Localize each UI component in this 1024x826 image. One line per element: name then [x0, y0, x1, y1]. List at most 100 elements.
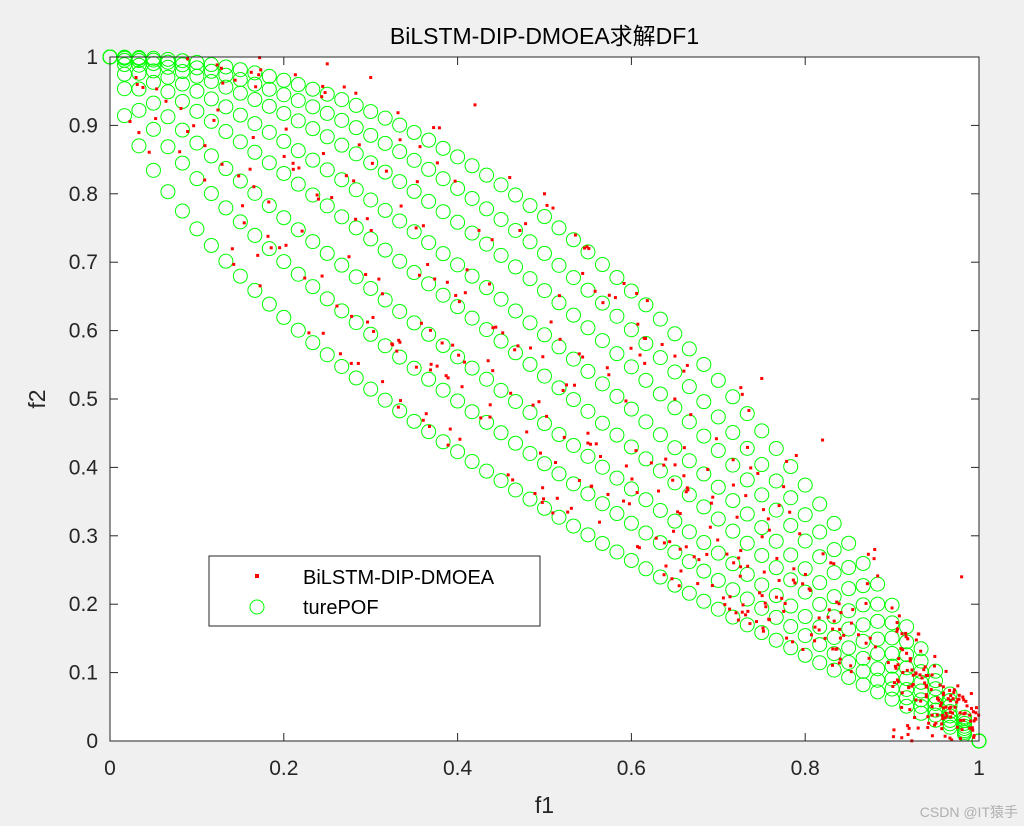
pof-point	[189, 54, 205, 70]
pof-point	[450, 257, 466, 273]
solution-point	[829, 561, 833, 565]
pof-point	[261, 198, 277, 214]
pof-point	[131, 138, 147, 154]
solution-point	[429, 362, 433, 366]
solution-point	[477, 228, 481, 232]
solution-point	[788, 510, 792, 514]
solution-point	[711, 495, 715, 499]
pof-point	[870, 661, 886, 677]
pof-point	[652, 502, 668, 518]
solution-point	[421, 224, 425, 228]
pof-point	[754, 520, 770, 536]
solution-point	[291, 161, 295, 165]
solution-point	[562, 435, 566, 439]
solution-point	[554, 461, 558, 465]
pof-point	[826, 646, 842, 662]
y-tick-label: 1	[86, 46, 98, 69]
pof-point	[276, 309, 292, 325]
pof-point	[508, 259, 524, 275]
pof-point	[305, 152, 321, 168]
pof-point	[565, 232, 581, 248]
solution-point	[435, 161, 439, 165]
solution-point	[203, 178, 207, 182]
x-axis-label: f1	[535, 792, 554, 818]
pof-point	[392, 349, 408, 365]
solution-point	[962, 698, 966, 702]
solution-point	[573, 233, 577, 237]
pof-point	[565, 476, 581, 492]
pof-point	[247, 282, 263, 298]
solution-point	[551, 206, 555, 210]
solution-point	[897, 614, 901, 618]
solution-point	[969, 719, 973, 723]
pof-point	[421, 132, 437, 148]
solution-point	[823, 636, 827, 640]
solution-point	[941, 706, 945, 710]
solution-point	[381, 380, 385, 384]
pof-point	[261, 98, 277, 114]
solution-point	[677, 584, 681, 588]
solution-point	[192, 124, 196, 128]
solution-point	[953, 705, 957, 709]
pof-point	[479, 201, 495, 217]
solution-point	[446, 443, 450, 447]
solution-point	[758, 591, 762, 595]
pof-point	[696, 499, 712, 515]
pof-point	[594, 295, 610, 311]
pof-point	[812, 524, 828, 540]
pof-point	[508, 187, 524, 203]
pof-point	[522, 234, 538, 250]
solution-point	[739, 549, 743, 553]
pof-point	[435, 171, 451, 187]
pof-point	[493, 247, 509, 263]
solution-point	[682, 369, 686, 373]
pof-point	[392, 144, 408, 160]
pof-point	[377, 164, 393, 180]
pof-point	[638, 336, 654, 352]
solution-point	[705, 552, 709, 556]
solution-point	[867, 656, 871, 660]
solution-point	[896, 680, 900, 684]
solution-point	[186, 130, 190, 134]
pof-point	[884, 597, 900, 613]
solution-point	[458, 437, 462, 441]
solution-point	[395, 349, 399, 353]
pof-point	[363, 192, 379, 208]
solution-point	[731, 483, 735, 487]
pof-point	[203, 91, 219, 107]
pof-point	[348, 146, 364, 162]
solution-point	[585, 245, 589, 249]
pof-point	[696, 535, 712, 551]
pof-point	[305, 279, 321, 295]
solution-point	[545, 203, 549, 207]
solution-point	[437, 126, 441, 130]
solution-point	[907, 726, 911, 730]
solution-point	[940, 713, 944, 717]
pof-point	[855, 555, 871, 571]
pof-point	[638, 297, 654, 313]
solution-point	[330, 196, 334, 200]
solution-point	[723, 603, 727, 607]
solution-point	[396, 405, 400, 409]
solution-point	[849, 664, 853, 668]
pof-point	[841, 581, 857, 597]
solution-point	[905, 651, 909, 655]
solution-point	[709, 501, 713, 505]
solution-point	[635, 545, 639, 549]
pof-point	[406, 124, 422, 140]
solution-point	[178, 150, 182, 154]
solution-point	[642, 336, 646, 340]
solution-point	[645, 299, 649, 303]
solution-point	[543, 192, 546, 196]
pof-point	[450, 393, 466, 409]
pof-point	[174, 76, 190, 92]
solution-point	[930, 734, 934, 738]
pof-point	[189, 221, 205, 237]
solution-point	[186, 57, 190, 61]
solution-point	[760, 535, 764, 539]
solution-point	[744, 613, 748, 617]
pof-point	[464, 268, 480, 284]
pof-point	[203, 73, 219, 89]
y-tick-label: 0.4	[69, 456, 99, 479]
pof-point	[131, 57, 147, 73]
